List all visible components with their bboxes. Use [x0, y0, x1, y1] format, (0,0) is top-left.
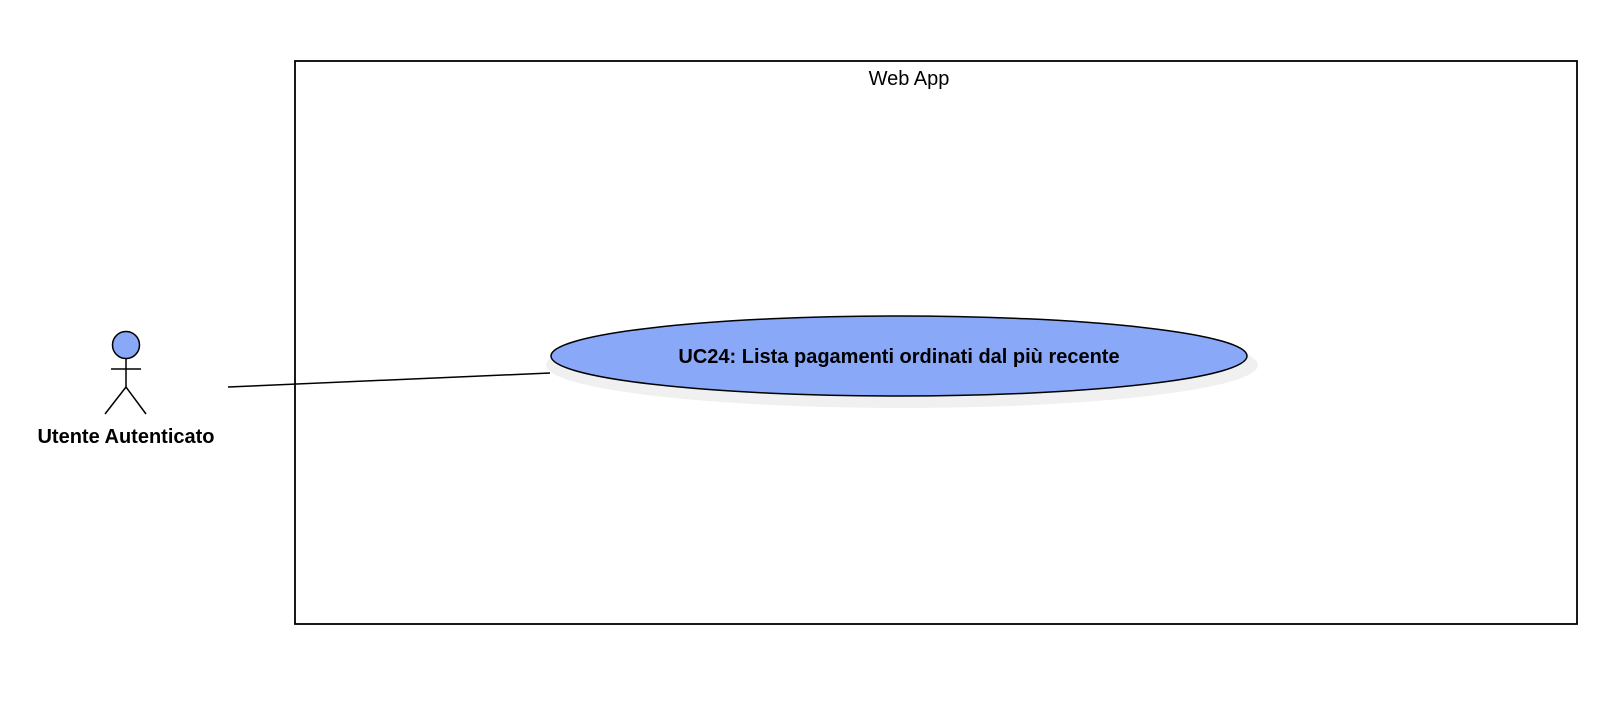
- actor-head: [111, 330, 141, 360]
- system-title: Web App: [869, 68, 950, 90]
- stick-figure-icon: [104, 330, 147, 415]
- actor-label: Utente Autenticato: [37, 426, 214, 448]
- association-line: [227, 372, 551, 388]
- use-case-uc24: UC24: Lista pagamenti ordinati dal più r…: [546, 315, 1258, 408]
- use-case-label: UC24: Lista pagamenti ordinati dal più r…: [678, 346, 1119, 368]
- use-case-ellipse: [550, 315, 1248, 397]
- actor-utente-autenticato: Utente Autenticato: [37, 330, 215, 448]
- actor-right-leg: [125, 386, 147, 415]
- actor-left-leg: [104, 386, 127, 415]
